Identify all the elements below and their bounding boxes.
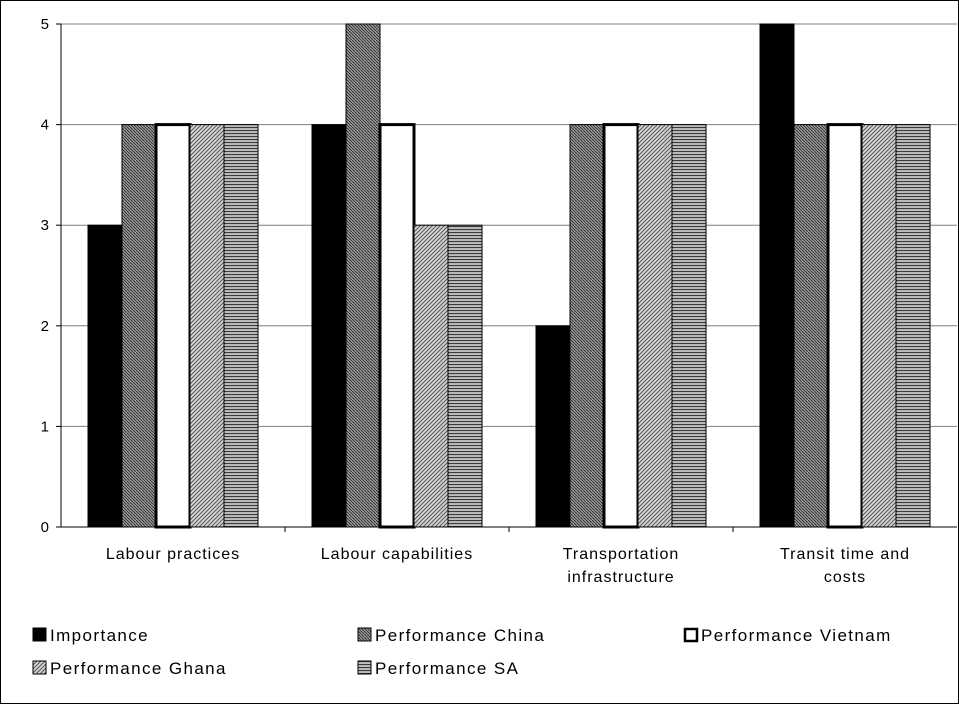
y-tick-label: 5: [41, 16, 49, 33]
x-category-label: Transit time and: [780, 546, 910, 563]
bar-performance-vietnam: [378, 123, 416, 529]
bar-performance-ghana: [189, 124, 225, 528]
y-tick-label: 1: [41, 418, 49, 435]
y-tick-label: 4: [41, 117, 49, 134]
bar-performance-vietnam: [602, 123, 640, 529]
legend-label: Performance Ghana: [50, 659, 227, 678]
bar-performance-ghana: [637, 124, 673, 528]
bar-importance: [311, 124, 347, 528]
x-category-label: Transportation: [563, 546, 680, 563]
bar-importance: [535, 325, 571, 528]
bar-performance-ghana: [413, 224, 449, 528]
legend-swatch: [32, 627, 47, 642]
y-tick-label: 0: [41, 519, 49, 536]
bar-performance-vietnam: [154, 123, 192, 529]
bar-importance: [87, 224, 123, 528]
legend-swatch: [357, 660, 372, 675]
legend-swatch: [683, 627, 699, 643]
x-category-label: costs: [824, 569, 866, 586]
bar-performance-ghana: [861, 124, 897, 528]
bar-performance-china: [345, 23, 381, 528]
legend-label: Performance SA: [375, 659, 519, 678]
legend-swatch: [357, 627, 372, 642]
legend-label: Performance China: [375, 626, 545, 645]
bar-performance-vietnam: [826, 123, 864, 529]
x-category-label: Labour capabilities: [321, 546, 473, 563]
legend-swatch: [32, 660, 47, 675]
bar-performance-china: [121, 124, 157, 528]
x-category-label: infrastructure: [567, 569, 674, 586]
bar-performance-sa: [447, 224, 483, 528]
y-tick-label: 2: [41, 318, 49, 335]
legend-label: Importance: [50, 626, 149, 645]
bar-performance-china: [793, 124, 829, 528]
bar-importance: [759, 23, 795, 528]
bar-performance-sa: [895, 124, 931, 528]
x-category-label: Labour practices: [106, 546, 240, 563]
bar-performance-sa: [671, 124, 707, 528]
y-tick-label: 3: [41, 217, 49, 234]
bar-performance-sa: [223, 124, 259, 528]
legend-label: Performance Vietnam: [701, 626, 892, 645]
bar-performance-china: [569, 124, 605, 528]
